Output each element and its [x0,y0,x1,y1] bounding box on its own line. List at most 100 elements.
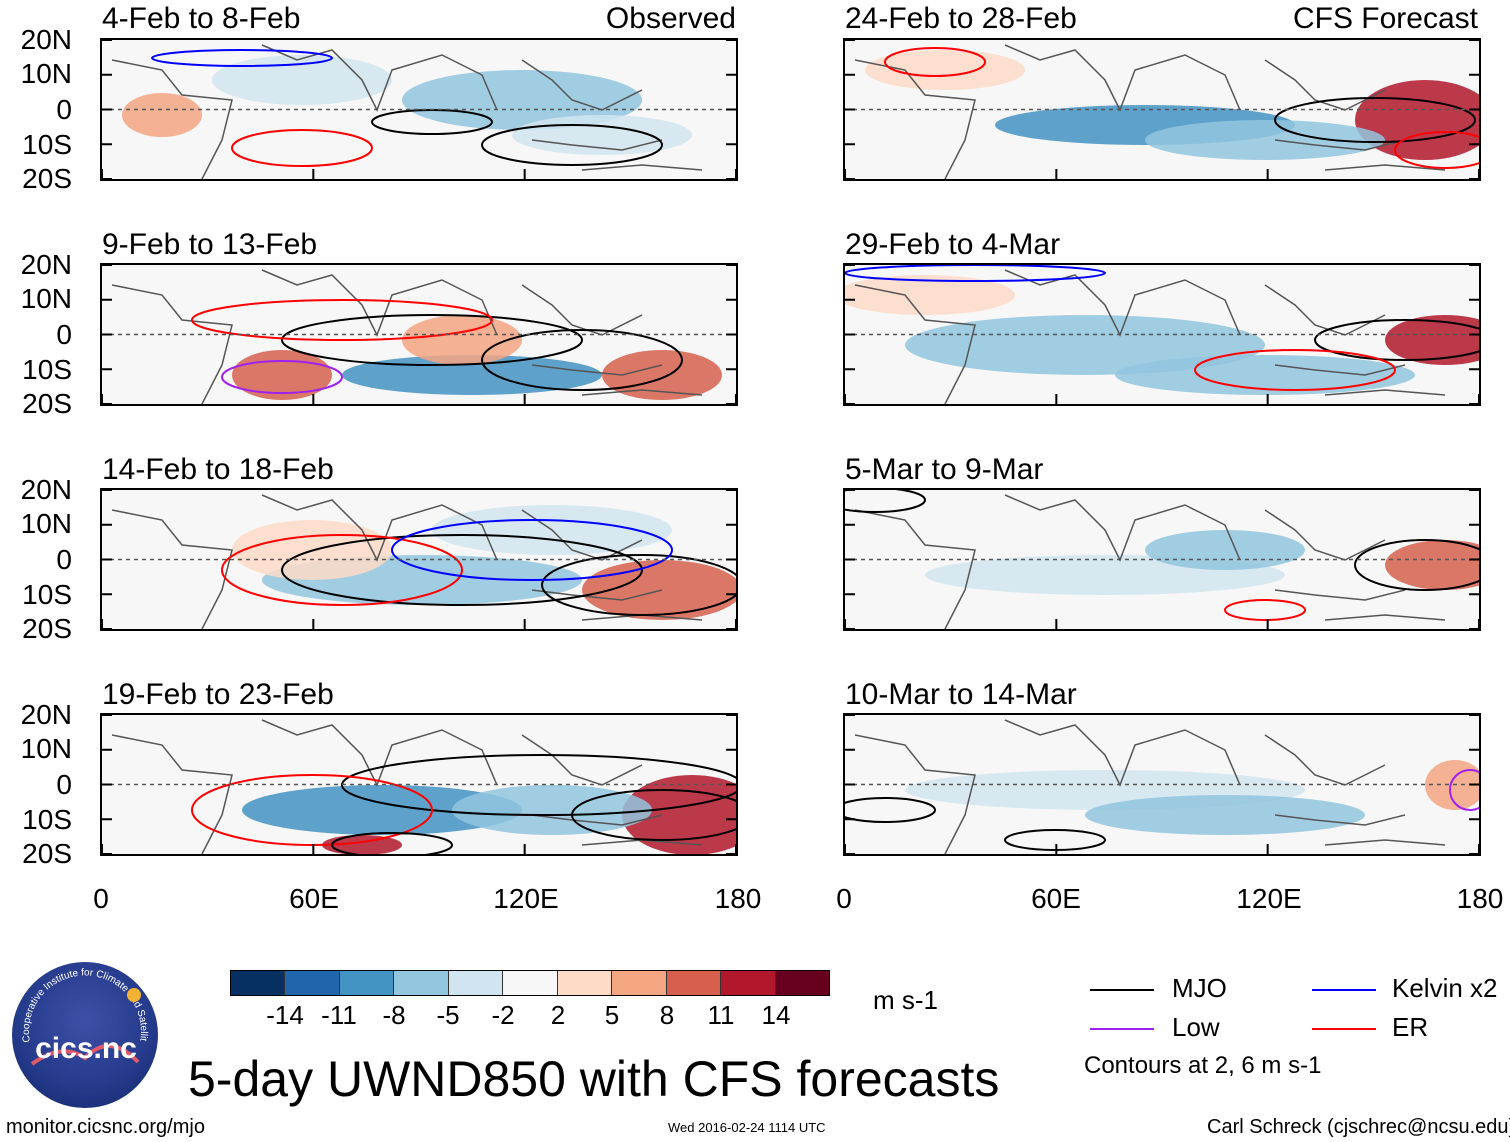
map-panel-7 [100,713,738,856]
wave-contour [845,797,936,823]
panel-title-5: 14-Feb to 18-Feb [102,453,334,486]
lon-label: 0 [93,883,109,914]
lon-label: 0 [836,883,852,914]
wind-anomaly-shading [242,785,522,835]
colorbar-label: 14 [761,1000,791,1030]
legend-label-mjo: MJO [1172,973,1227,1003]
map-layer [102,265,736,404]
map-layer [845,265,1479,404]
lat-label: 20S [22,163,72,194]
lat-label: 20N [20,24,72,55]
wind-anomaly-shading [512,115,692,155]
wave-contour [281,534,643,606]
lat-label: 10N [20,283,72,314]
wave-contour [571,789,736,841]
colorbar [230,970,830,996]
map-layer [845,490,1479,629]
lat-label: 10S [22,579,72,610]
panel-title-3: 9-Feb to 13-Feb [102,228,318,261]
map-layer [845,715,1479,854]
colorbar-swatch [666,971,722,995]
map-panel-1 [100,38,738,181]
panel-title-1: 4-Feb to 8-Feb [102,2,301,35]
wind-anomaly-shading [1355,80,1479,160]
map-panel-5 [100,488,738,631]
wind-anomaly-shading [602,350,722,400]
colorbar-label: -11 [321,1000,357,1030]
wind-anomaly-shading [1145,530,1305,570]
lat-label: 20N [20,249,72,280]
legend-note: Contours at 2, 6 m s-1 [1084,1052,1322,1079]
footer-author: Carl Schreck (cjschrec@ncsu.edu) [1207,1116,1510,1138]
wave-contour [845,490,926,513]
colorbar-label: -8 [382,1000,406,1030]
wind-anomaly-shading [322,835,402,854]
map-layer [845,40,1479,179]
legend-line-er [1312,1028,1376,1030]
lat-label: 0 [56,769,72,800]
panel-title-2: 24-Feb to 28-Feb [845,2,1077,35]
lat-label: 10N [20,508,72,539]
legend-label-low: Low [1172,1012,1220,1042]
map-panel-6 [843,488,1481,631]
wave-contour [1224,599,1306,621]
colorbar-swatch [503,971,558,995]
lat-label: 10S [22,129,72,160]
legend-label-er: ER [1392,1012,1429,1042]
map-panel-8 [843,713,1481,856]
legend-line-mjo [1090,989,1154,991]
colorbar-label: 2 [550,1000,566,1030]
lat-label: 0 [56,319,72,350]
wave-contour [1394,131,1479,169]
lat-label: 10S [22,804,72,835]
colorbar-swatch [721,971,776,995]
lat-label: 20S [22,613,72,644]
lat-label: 20N [20,699,72,730]
panel-title-8: 10-Mar to 14-Mar [845,678,1077,711]
lat-label: 20S [22,388,72,419]
colorbar-units: m s-1 [873,985,938,1015]
colorbar-swatch [231,971,286,995]
colorbar-label: 11 [707,1000,735,1030]
footer-url[interactable]: monitor.cicsnc.org/mjo [6,1116,205,1138]
wave-contour [191,774,433,846]
colorbar-swatch [775,971,829,995]
wave-contour [281,314,583,366]
wave-contour [191,299,493,341]
logo-text: cics.nc [35,1032,137,1065]
legend-line-kelvin [1312,989,1376,991]
colorbar-swatch [285,971,340,995]
wind-anomaly-shading [845,275,1015,315]
panel-tag-observed: Observed [605,2,736,35]
wave-contour [231,129,373,167]
colorbar-swatch [557,971,613,995]
wind-anomaly-shading [122,93,202,137]
lon-label: 120E [493,883,559,914]
wave-contour [151,49,333,67]
map-layer [102,715,736,854]
wind-anomaly-shading [1425,760,1479,810]
colorbar-swatch [612,971,667,995]
svg-text:Cooperative Institute for Clim: Cooperative Institute for Climate and Sa… [12,962,149,1043]
wave-contour [221,534,463,606]
lon-label: 120E [1236,883,1302,914]
panel-title-6: 5-Mar to 9-Mar [845,453,1044,486]
colorbar-label: 5 [604,1000,620,1030]
colorbar-label: -2 [491,1000,515,1030]
wind-anomaly-shading [1085,795,1365,835]
map-panel-2 [843,38,1481,181]
wave-contour [884,47,986,77]
colorbar-label: -5 [436,1000,460,1030]
colorbar-swatch [394,971,449,995]
lat-label: 20S [22,838,72,869]
wind-anomaly-shading [1385,315,1479,365]
wave-contour [1194,349,1396,391]
colorbar-swatch [448,971,504,995]
panel-title-7: 19-Feb to 23-Feb [102,678,334,711]
colorbar-label: -14 [266,1000,304,1030]
lat-label: 0 [56,94,72,125]
wave-contour [1314,319,1479,361]
footer-timestamp: Wed 2016-02-24 1114 UTC [668,1120,826,1135]
lon-label: 60E [289,883,339,914]
wave-contour [1004,829,1106,851]
